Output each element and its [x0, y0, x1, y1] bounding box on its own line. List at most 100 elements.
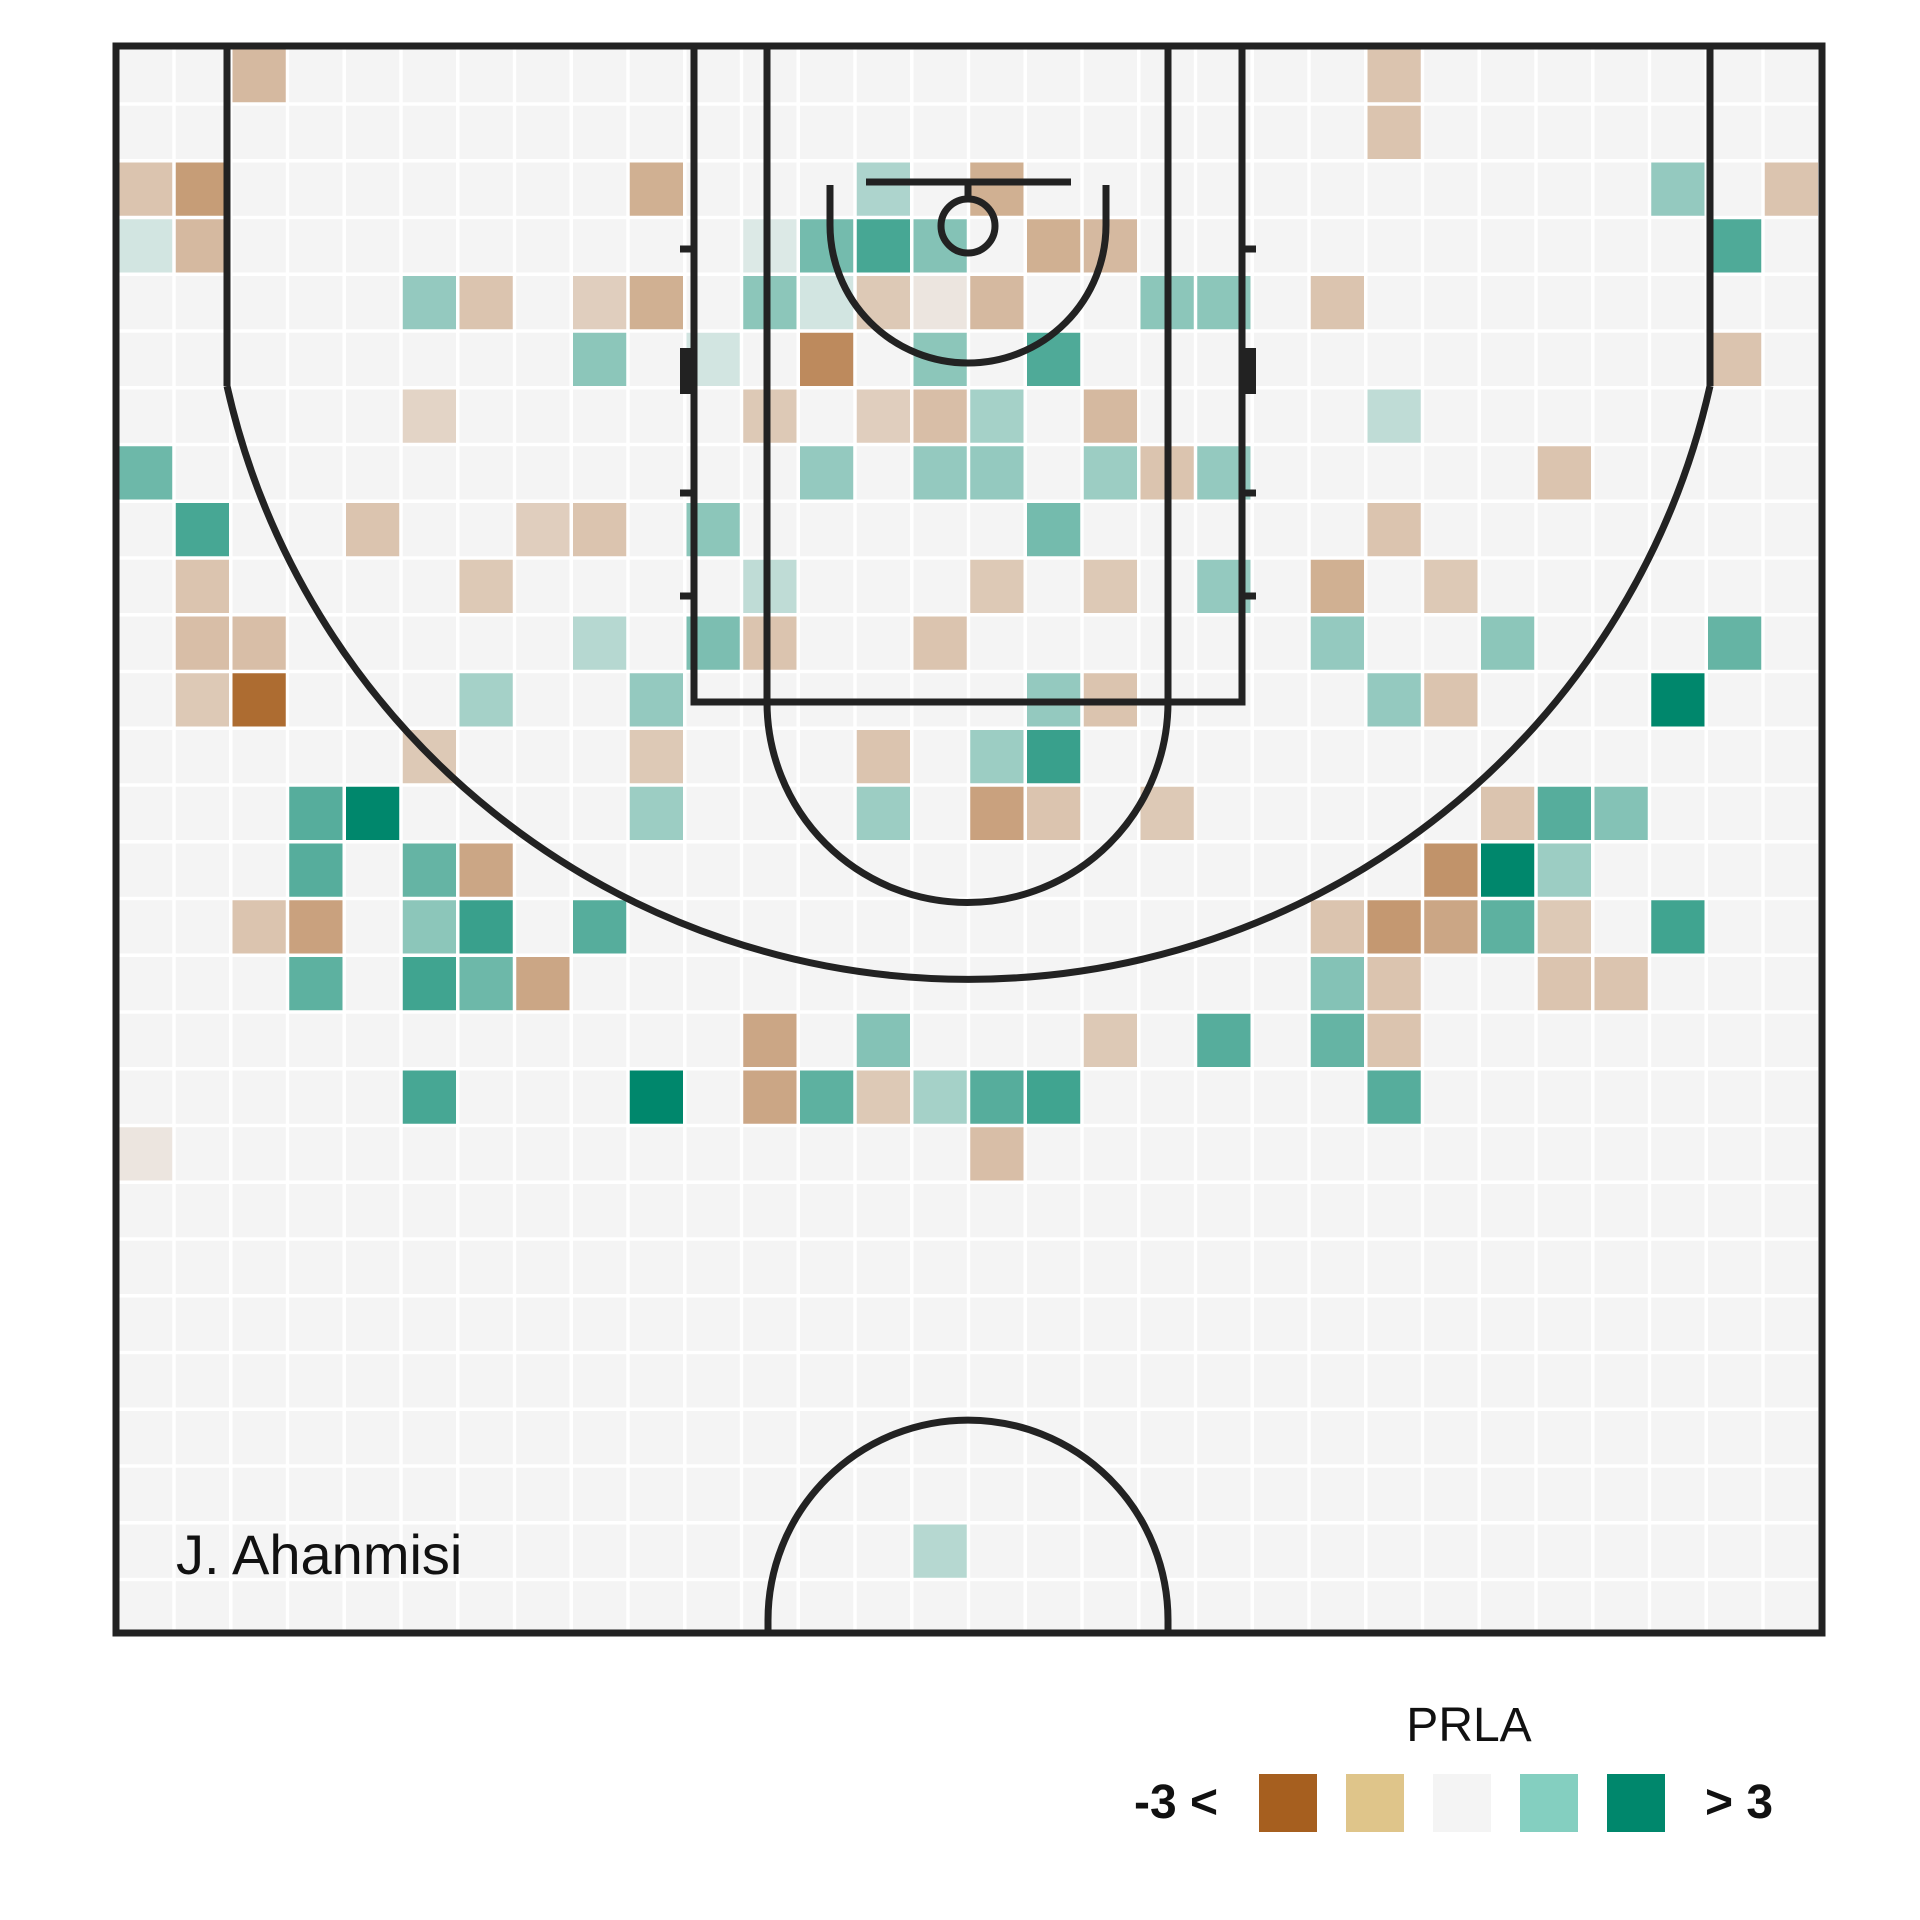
- empty-cell: [459, 105, 513, 159]
- empty-cell: [629, 616, 683, 670]
- empty-cell: [232, 1240, 286, 1294]
- empty-cell: [1083, 730, 1137, 784]
- empty-cell: [629, 900, 683, 954]
- heat-cell: [856, 389, 910, 443]
- empty-cell: [1594, 843, 1648, 897]
- heat-cell: [913, 1524, 967, 1578]
- empty-cell: [1254, 1411, 1308, 1465]
- empty-cell: [800, 1524, 854, 1578]
- empty-cell: [1254, 276, 1308, 330]
- heat-cell: [1594, 957, 1648, 1011]
- empty-cell: [1254, 1127, 1308, 1181]
- empty-cell: [1424, 49, 1478, 103]
- empty-cell: [970, 49, 1024, 103]
- heat-cell: [800, 1070, 854, 1124]
- empty-cell: [1367, 1524, 1421, 1578]
- heat-cell: [175, 616, 229, 670]
- empty-cell: [346, 1581, 400, 1635]
- empty-cell: [289, 162, 343, 216]
- empty-cell: [1424, 1127, 1478, 1181]
- empty-cell: [1027, 559, 1081, 613]
- empty-cell: [1537, 389, 1591, 443]
- empty-cell: [743, 957, 797, 1011]
- empty-cell: [1367, 332, 1421, 386]
- heat-cell: [119, 162, 173, 216]
- empty-cell: [629, 1581, 683, 1635]
- empty-cell: [289, 276, 343, 330]
- empty-cell: [1197, 1467, 1251, 1521]
- heat-cell: [1310, 559, 1364, 613]
- empty-cell: [1481, 276, 1535, 330]
- empty-cell: [1140, 1013, 1194, 1067]
- heat-cell: [573, 332, 627, 386]
- empty-cell: [800, 1581, 854, 1635]
- empty-cell: [289, 503, 343, 557]
- empty-cell: [119, 1411, 173, 1465]
- empty-cell: [1367, 730, 1421, 784]
- empty-cell: [1310, 105, 1364, 159]
- heat-cell: [459, 900, 513, 954]
- empty-cell: [1594, 276, 1648, 330]
- empty-cell: [232, 105, 286, 159]
- empty-cell: [970, 843, 1024, 897]
- heat-cell: [1367, 1013, 1421, 1067]
- empty-cell: [913, 786, 967, 840]
- empty-cell: [175, 843, 229, 897]
- empty-cell: [119, 616, 173, 670]
- heat-cell: [743, 1013, 797, 1067]
- empty-cell: [1424, 389, 1478, 443]
- empty-cell: [1310, 1297, 1364, 1351]
- empty-cell: [629, 1184, 683, 1238]
- empty-cell: [573, 559, 627, 613]
- empty-cell: [1481, 1013, 1535, 1067]
- empty-cell: [1594, 1467, 1648, 1521]
- empty-cell: [346, 389, 400, 443]
- heat-cell: [232, 673, 286, 727]
- empty-cell: [1764, 1467, 1818, 1521]
- heat-cell: [913, 389, 967, 443]
- heat-cell: [573, 276, 627, 330]
- empty-cell: [1424, 1240, 1478, 1294]
- empty-cell: [573, 1581, 627, 1635]
- empty-cell: [232, 730, 286, 784]
- heat-cell: [1537, 446, 1591, 500]
- heat-cell: [629, 673, 683, 727]
- empty-cell: [1310, 162, 1364, 216]
- empty-cell: [1027, 1581, 1081, 1635]
- heat-cell: [573, 900, 627, 954]
- empty-cell: [1424, 105, 1478, 159]
- empty-cell: [402, 1297, 456, 1351]
- heat-cell: [1310, 276, 1364, 330]
- empty-cell: [346, 1127, 400, 1181]
- empty-cell: [573, 1297, 627, 1351]
- empty-cell: [232, 559, 286, 613]
- lane-block-right: [1242, 348, 1256, 394]
- empty-cell: [119, 1184, 173, 1238]
- empty-cell: [856, 446, 910, 500]
- empty-cell: [1424, 957, 1478, 1011]
- empty-cell: [970, 503, 1024, 557]
- heat-cell: [346, 503, 400, 557]
- empty-cell: [1197, 786, 1251, 840]
- empty-cell: [1537, 616, 1591, 670]
- empty-cell: [1651, 559, 1705, 613]
- empty-cell: [402, 616, 456, 670]
- heat-cell: [1367, 957, 1421, 1011]
- heat-cell: [1651, 162, 1705, 216]
- heat-cell: [1481, 786, 1535, 840]
- empty-cell: [800, 105, 854, 159]
- empty-cell: [1424, 1524, 1478, 1578]
- heat-cell: [970, 389, 1024, 443]
- empty-cell: [970, 957, 1024, 1011]
- empty-cell: [970, 1240, 1024, 1294]
- heat-cell: [175, 673, 229, 727]
- empty-cell: [1764, 1354, 1818, 1408]
- empty-cell: [686, 730, 740, 784]
- heat-cell: [119, 219, 173, 273]
- empty-cell: [1424, 1184, 1478, 1238]
- empty-cell: [1367, 446, 1421, 500]
- heat-cell: [1708, 219, 1762, 273]
- empty-cell: [800, 786, 854, 840]
- empty-cell: [232, 219, 286, 273]
- empty-cell: [1027, 1467, 1081, 1521]
